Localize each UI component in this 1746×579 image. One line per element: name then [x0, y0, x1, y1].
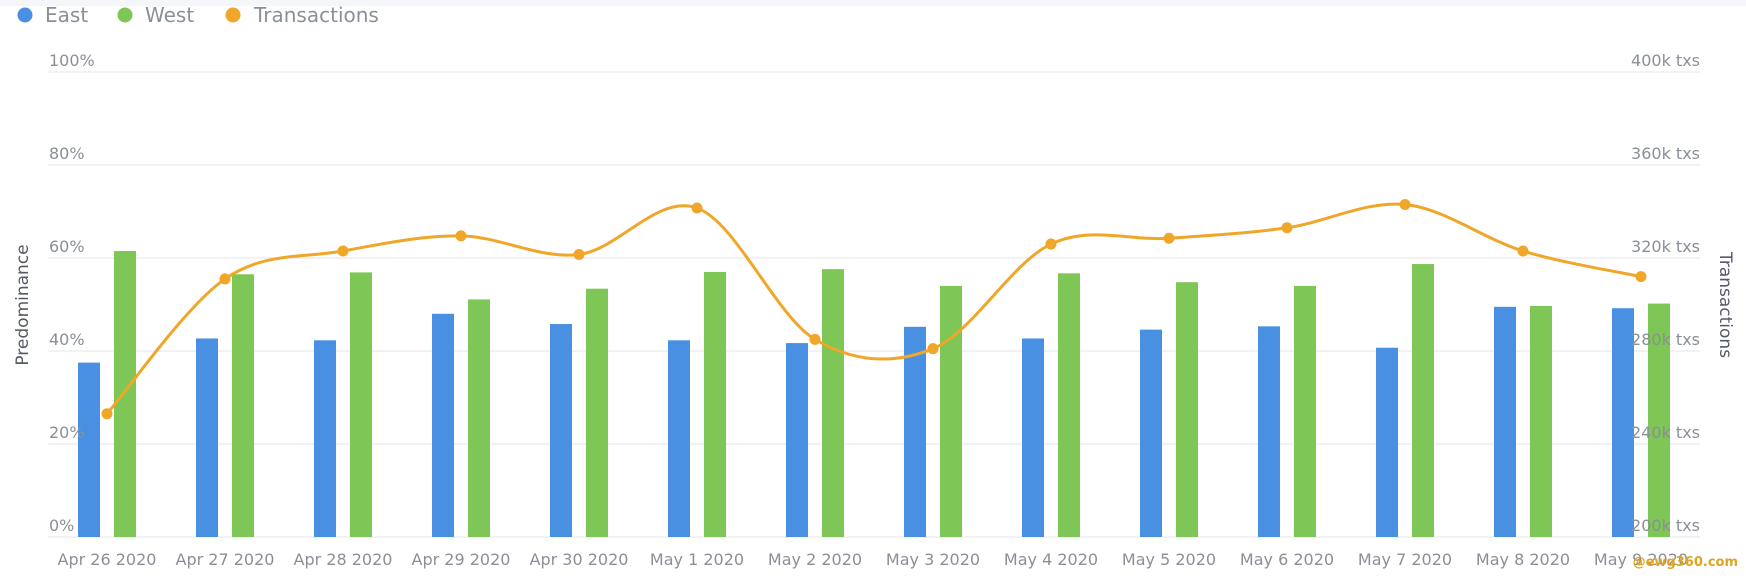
- bar-west[interactable]: [1648, 303, 1670, 537]
- transactions-point[interactable]: [1281, 222, 1293, 234]
- right-tick-label: 320k txs: [1631, 237, 1700, 256]
- x-tick-label: May 3 2020: [886, 550, 980, 569]
- left-tick-label: 0%: [49, 516, 74, 535]
- x-axis-ticks: Apr 26 2020 Apr 27 2020 Apr 28 2020 Apr 29 …: [58, 550, 1689, 569]
- transactions-point[interactable]: [337, 245, 349, 257]
- left-tick-label: 100%: [49, 51, 95, 70]
- bar-west[interactable]: [1412, 264, 1434, 537]
- transactions-point[interactable]: [1399, 199, 1411, 211]
- legend-marker-west[interactable]: [117, 7, 133, 23]
- left-tick-label: 60%: [49, 237, 85, 256]
- x-tick-label: Apr 29 2020: [412, 550, 511, 569]
- x-tick-label: Apr 26 2020: [58, 550, 157, 569]
- x-tick-label: May 1 2020: [650, 550, 744, 569]
- bar-east[interactable]: [78, 362, 100, 537]
- bar-east[interactable]: [314, 340, 336, 537]
- bar-west[interactable]: [822, 269, 844, 537]
- bar-west[interactable]: [704, 271, 726, 537]
- transactions-point[interactable]: [455, 230, 467, 242]
- right-axis-ticks: 200k txs 240k txs 280k txs 320k txs 360k txs…: [1631, 51, 1700, 535]
- left-tick-label: 80%: [49, 144, 85, 163]
- legend: East West Transactions: [17, 3, 379, 27]
- right-tick-label: 240k txs: [1631, 423, 1700, 442]
- transactions-point[interactable]: [573, 249, 585, 261]
- legend-label-transactions[interactable]: Transactions: [253, 3, 379, 27]
- right-tick-label: 280k txs: [1631, 330, 1700, 349]
- bar-east[interactable]: [1376, 347, 1398, 537]
- bar-east[interactable]: [1612, 308, 1634, 537]
- bar-east[interactable]: [550, 324, 572, 537]
- legend-label-west[interactable]: West: [145, 3, 194, 27]
- x-tick-label: May 4 2020: [1004, 550, 1098, 569]
- bars-layer: [78, 251, 1670, 537]
- bar-east[interactable]: [786, 343, 808, 537]
- bar-west[interactable]: [1176, 282, 1198, 537]
- right-tick-label: 200k txs: [1631, 516, 1700, 535]
- transactions-point[interactable]: [927, 343, 939, 355]
- x-tick-label: May 8 2020: [1476, 550, 1570, 569]
- bar-west[interactable]: [1058, 273, 1080, 537]
- transactions-point[interactable]: [1517, 245, 1529, 257]
- legend-marker-transactions[interactable]: [225, 7, 241, 23]
- bar-west[interactable]: [350, 272, 372, 537]
- x-tick-label: May 7 2020: [1358, 550, 1452, 569]
- right-tick-label: 400k txs: [1631, 51, 1700, 70]
- x-tick-label: Apr 28 2020: [294, 550, 393, 569]
- transactions-point[interactable]: [1045, 238, 1057, 250]
- transactions-point[interactable]: [101, 408, 113, 420]
- bar-east[interactable]: [668, 340, 690, 537]
- watermark: @ewg360.com: [1633, 555, 1738, 570]
- transactions-point[interactable]: [809, 333, 821, 345]
- transactions-line: [105, 202, 1642, 415]
- x-tick-label: May 6 2020: [1240, 550, 1334, 569]
- bar-west[interactable]: [586, 288, 608, 537]
- bar-west[interactable]: [1530, 305, 1552, 537]
- right-axis-title: Transactions: [1715, 251, 1735, 358]
- bar-east[interactable]: [1494, 306, 1516, 537]
- right-tick-label: 360k txs: [1631, 144, 1700, 163]
- transactions-line-layer: [101, 199, 1647, 420]
- bar-west[interactable]: [114, 251, 136, 537]
- transactions-point[interactable]: [1635, 271, 1647, 283]
- x-tick-label: May 9 2020: [1594, 550, 1688, 569]
- bar-east[interactable]: [1140, 329, 1162, 537]
- left-axis-ticks: 0% 20% 40% 60% 80% 100%: [49, 51, 95, 535]
- legend-label-east[interactable]: East: [45, 3, 88, 27]
- left-tick-label: 20%: [49, 423, 85, 442]
- x-tick-label: Apr 27 2020: [176, 550, 275, 569]
- bar-east[interactable]: [904, 326, 926, 537]
- x-tick-label: Apr 30 2020: [530, 550, 629, 569]
- bar-west[interactable]: [232, 274, 254, 537]
- bar-east[interactable]: [432, 313, 454, 537]
- bar-east[interactable]: [1258, 326, 1280, 537]
- bar-east[interactable]: [1022, 338, 1044, 537]
- left-tick-label: 40%: [49, 330, 85, 349]
- bar-west[interactable]: [468, 299, 490, 537]
- transactions-point[interactable]: [1163, 232, 1175, 244]
- left-axis-title: Predominance: [13, 244, 33, 365]
- x-tick-label: May 2 2020: [768, 550, 862, 569]
- top-bar: [0, 0, 1746, 6]
- grid-lines: [48, 71, 1700, 538]
- bar-west[interactable]: [1294, 285, 1316, 537]
- x-tick-label: May 5 2020: [1122, 550, 1216, 569]
- legend-marker-east[interactable]: [17, 7, 33, 23]
- bar-west[interactable]: [940, 285, 962, 537]
- transactions-point[interactable]: [219, 273, 231, 285]
- transactions-point[interactable]: [691, 202, 703, 214]
- bar-east[interactable]: [196, 338, 218, 537]
